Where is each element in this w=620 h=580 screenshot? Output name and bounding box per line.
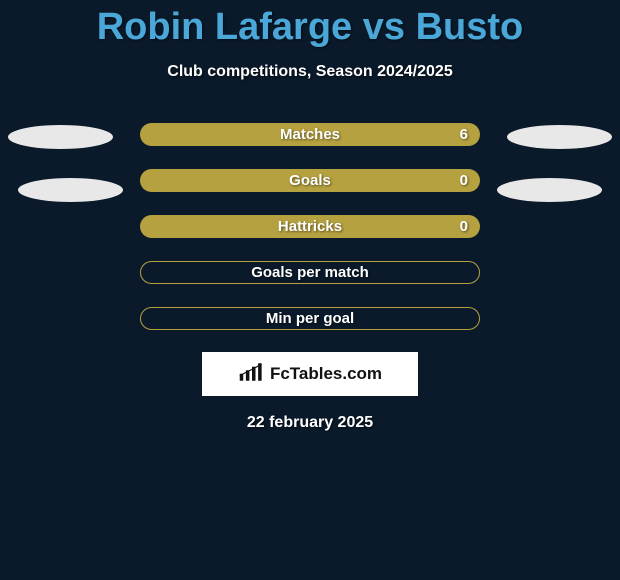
decor-ellipse <box>497 178 602 202</box>
stat-value: 0 <box>460 172 468 189</box>
decor-ellipse <box>18 178 123 202</box>
stat-label: Goals <box>289 172 331 189</box>
decor-ellipse <box>8 125 113 149</box>
stat-row-goals: Goals 0 <box>140 169 480 192</box>
stat-row-goals-per-match: Goals per match <box>140 261 480 284</box>
vs-separator: vs <box>363 6 405 48</box>
stat-row-matches: Matches 6 <box>140 123 480 146</box>
comparison-title: Robin Lafarge vs Busto <box>0 0 620 49</box>
stat-row-min-per-goal: Min per goal <box>140 307 480 330</box>
stat-label: Goals per match <box>251 264 369 281</box>
stat-value: 6 <box>460 126 468 143</box>
stat-label: Hattricks <box>278 218 342 235</box>
stat-value: 0 <box>460 218 468 235</box>
stats-container: Matches 6 Goals 0 Hattricks 0 Goals per … <box>0 123 620 330</box>
decor-ellipse <box>507 125 612 149</box>
logo-text: FcTables.com <box>270 364 382 384</box>
snapshot-date: 22 february 2025 <box>0 414 620 432</box>
stat-label: Min per goal <box>266 310 354 327</box>
stat-label: Matches <box>280 126 340 143</box>
chart-icon <box>238 361 266 388</box>
subtitle: Club competitions, Season 2024/2025 <box>0 63 620 81</box>
player-b: Busto <box>416 6 524 48</box>
stat-row-hattricks: Hattricks 0 <box>140 215 480 238</box>
player-a: Robin Lafarge <box>97 6 352 48</box>
attribution-logo: FcTables.com <box>202 352 418 396</box>
